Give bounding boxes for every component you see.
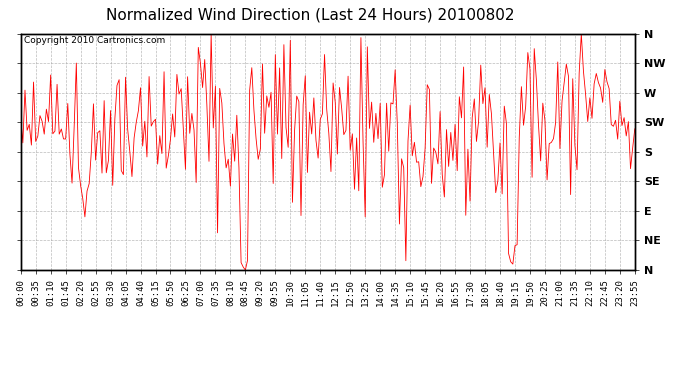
Text: Normalized Wind Direction (Last 24 Hours) 20100802: Normalized Wind Direction (Last 24 Hours…	[106, 8, 515, 22]
Text: Copyright 2010 Cartronics.com: Copyright 2010 Cartronics.com	[23, 36, 165, 45]
